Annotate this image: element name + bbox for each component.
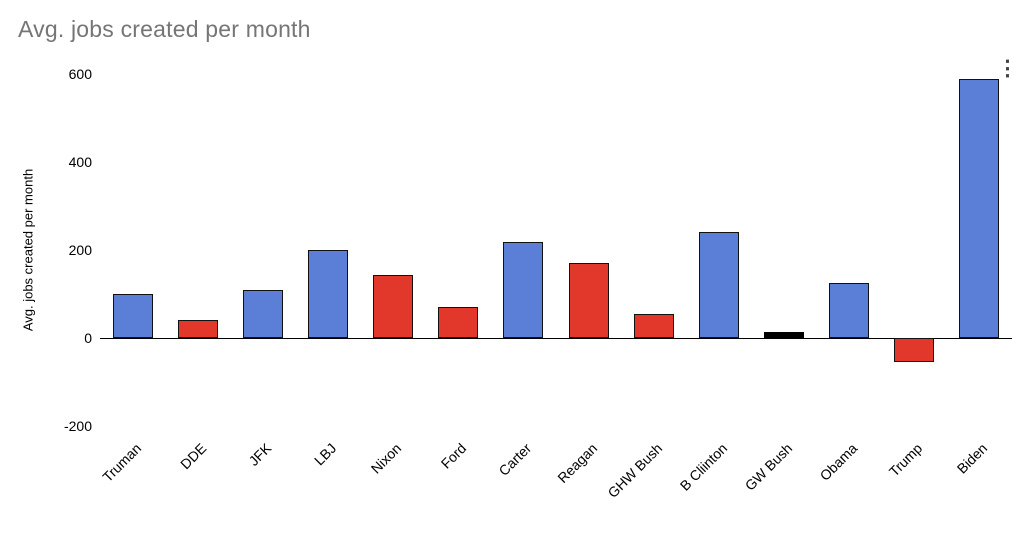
bar-gw-bush[interactable]	[764, 332, 804, 339]
bar-dde[interactable]	[177, 320, 218, 338]
bar-trump[interactable]	[894, 338, 935, 363]
bar-lbj[interactable]	[308, 250, 348, 338]
more-options-icon[interactable]: ⋮	[997, 57, 1018, 80]
y-axis-tick-label: 0	[84, 330, 92, 346]
bar-b-cliinton[interactable]	[698, 232, 739, 338]
bar-biden[interactable]	[959, 78, 1000, 338]
bar-ghw-bush[interactable]	[633, 313, 674, 338]
bar-nixon[interactable]	[373, 275, 414, 338]
bar-truman[interactable]	[112, 294, 153, 338]
y-axis-tick-label: 600	[68, 66, 92, 82]
y-axis-tick-label: 200	[68, 242, 92, 258]
x-axis-line	[100, 337, 1012, 339]
y-axis-tick-label: 400	[68, 154, 92, 170]
bar-jfk[interactable]	[242, 290, 283, 338]
y-axis-tick-label: -200	[63, 418, 92, 434]
bar-ford[interactable]	[438, 307, 479, 338]
chart-container: Avg. jobs created per month ⋮ Avg. jobs …	[18, 16, 1018, 501]
bar-obama[interactable]	[829, 283, 870, 338]
plot-area	[100, 74, 1012, 426]
chart-title: Avg. jobs created per month	[18, 16, 311, 42]
bar-carter[interactable]	[503, 242, 544, 338]
bar-reagan[interactable]	[568, 263, 609, 338]
